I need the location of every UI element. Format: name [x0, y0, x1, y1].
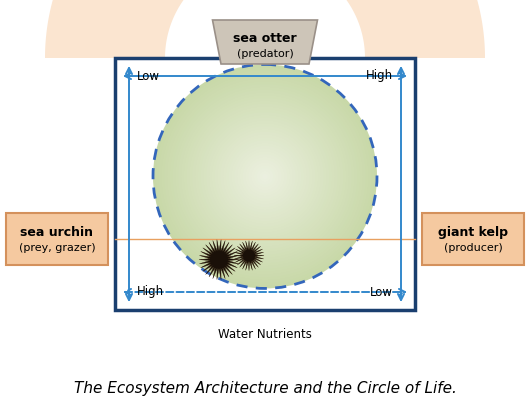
Circle shape [158, 70, 372, 283]
Circle shape [212, 123, 318, 230]
Circle shape [173, 84, 357, 269]
Polygon shape [45, 0, 485, 58]
Text: The Ecosystem Architecture and the Circle of Life.: The Ecosystem Architecture and the Circl… [74, 381, 456, 396]
Circle shape [248, 160, 282, 193]
Text: High: High [137, 285, 164, 298]
Circle shape [228, 140, 302, 213]
Text: (producer): (producer) [444, 243, 502, 254]
Text: sea urchin: sea urchin [21, 226, 93, 239]
Bar [6, 213, 108, 265]
Circle shape [153, 64, 377, 289]
Circle shape [206, 118, 324, 235]
Circle shape [254, 165, 276, 188]
Text: giant kelp: giant kelp [438, 226, 508, 239]
Circle shape [259, 171, 271, 182]
Polygon shape [234, 241, 264, 271]
Circle shape [181, 92, 349, 260]
Text: sea otter: sea otter [233, 31, 297, 44]
Circle shape [184, 95, 346, 258]
Circle shape [189, 101, 341, 252]
Text: High: High [366, 70, 393, 83]
Circle shape [232, 143, 298, 210]
Text: (predator): (predator) [236, 49, 294, 59]
Circle shape [237, 149, 293, 204]
Circle shape [215, 126, 315, 227]
Polygon shape [199, 240, 239, 280]
Text: Low: Low [370, 285, 393, 298]
Circle shape [220, 131, 310, 221]
Circle shape [178, 90, 352, 263]
Circle shape [175, 87, 355, 266]
Circle shape [234, 146, 296, 207]
Text: (prey, grazer): (prey, grazer) [19, 243, 95, 254]
Circle shape [195, 107, 335, 247]
Circle shape [170, 81, 360, 271]
Circle shape [245, 157, 285, 196]
Polygon shape [213, 20, 317, 64]
Circle shape [200, 112, 330, 241]
Circle shape [262, 174, 268, 179]
Circle shape [217, 129, 313, 224]
Circle shape [187, 98, 343, 255]
Circle shape [162, 73, 368, 280]
Bar [422, 213, 524, 265]
Circle shape [204, 115, 326, 238]
Circle shape [167, 79, 363, 274]
Circle shape [164, 76, 366, 277]
Circle shape [240, 151, 290, 201]
Circle shape [192, 104, 338, 249]
Circle shape [226, 137, 304, 216]
Bar [115, 58, 415, 310]
Circle shape [251, 162, 279, 190]
Circle shape [243, 154, 287, 199]
Text: Water Nutrients: Water Nutrients [218, 328, 312, 341]
Circle shape [198, 109, 332, 244]
Circle shape [209, 120, 321, 232]
Circle shape [156, 67, 374, 286]
Circle shape [257, 168, 273, 185]
Text: Low: Low [137, 70, 160, 83]
Circle shape [223, 134, 307, 219]
